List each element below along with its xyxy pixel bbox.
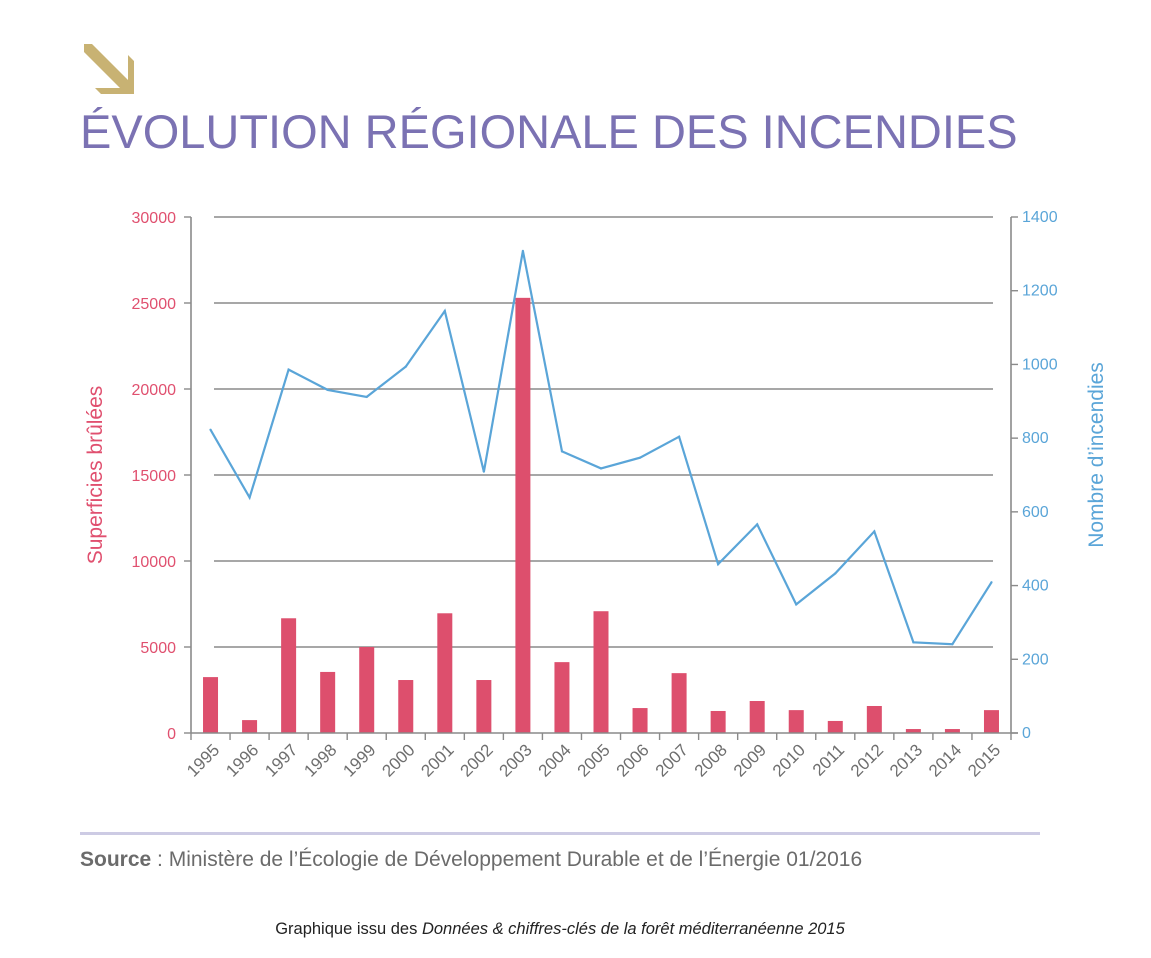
line-point-2014 bbox=[951, 643, 954, 646]
bar-2004 bbox=[554, 662, 570, 733]
left-axis-tick-label: 20000 bbox=[132, 382, 177, 399]
bar-2005 bbox=[593, 611, 609, 733]
right-axis-tick-label: 800 bbox=[1022, 430, 1049, 447]
bar-2015 bbox=[983, 710, 999, 733]
right-axis-tick-label: 400 bbox=[1022, 578, 1049, 595]
x-axis-tick-label: 1999 bbox=[339, 740, 379, 780]
caption-publication: Données & chiffres-clés de la forêt médi… bbox=[421, 920, 845, 938]
line-point-2007 bbox=[677, 435, 681, 438]
line-point-2008 bbox=[717, 563, 720, 566]
right-axis-tick-label: 1200 bbox=[1022, 283, 1058, 300]
line-point-2004 bbox=[560, 450, 564, 453]
source-text: : Ministère de l’Écologie de Développeme… bbox=[151, 848, 863, 871]
x-axis-tick-label: 2011 bbox=[809, 740, 848, 779]
bar-1996 bbox=[242, 720, 258, 733]
line-point-2015 bbox=[990, 581, 993, 584]
caption-prefix: Graphique issu des bbox=[275, 920, 422, 938]
line-nombre-incendies bbox=[209, 250, 993, 646]
bar-2007 bbox=[671, 673, 687, 733]
left-axis-tick-label: 5000 bbox=[140, 640, 176, 657]
bar-2010 bbox=[788, 710, 804, 733]
line-point-2010 bbox=[795, 603, 798, 606]
right-axis-tick-label: 1400 bbox=[1022, 209, 1058, 226]
bar-2014 bbox=[944, 729, 960, 733]
line-point-1999 bbox=[365, 395, 368, 398]
x-axis-tick-label: 1996 bbox=[222, 740, 262, 780]
line-point-2001 bbox=[443, 309, 446, 313]
left-axis-tick-label: 15000 bbox=[132, 468, 177, 485]
bar-2013 bbox=[905, 729, 921, 733]
bar-2009 bbox=[749, 701, 765, 733]
bar-2006 bbox=[632, 708, 648, 733]
bar-2008 bbox=[710, 710, 726, 733]
right-axis-tick-label: 0 bbox=[1022, 725, 1031, 742]
x-axis-tick-label: 2012 bbox=[847, 740, 887, 780]
line-point-2003 bbox=[521, 249, 525, 253]
line-point-2012 bbox=[873, 530, 876, 533]
right-axis-tick-label: 600 bbox=[1022, 504, 1049, 521]
right-axis-tick-label: 1000 bbox=[1022, 356, 1058, 373]
arrow-down-right-icon bbox=[84, 44, 134, 94]
bar-1997 bbox=[281, 618, 297, 733]
bar-2011 bbox=[827, 720, 843, 733]
x-axis-tick-label: 2010 bbox=[769, 740, 809, 780]
line-point-1997 bbox=[287, 368, 290, 371]
source-note: Source : Ministère de l’Écologie de Déve… bbox=[80, 848, 862, 872]
bar-1995 bbox=[203, 677, 219, 733]
line-point-2000 bbox=[404, 365, 407, 368]
x-axis-tick-label: 2003 bbox=[496, 740, 536, 780]
x-axis-tick-label: 2007 bbox=[652, 740, 692, 780]
left-axis-title: Superficies brûlées bbox=[84, 386, 107, 565]
line-point-2002 bbox=[482, 470, 485, 473]
right-axis-tick-label: 200 bbox=[1022, 651, 1049, 668]
x-axis-tick-label: 2009 bbox=[730, 740, 770, 780]
x-axis-tick-label: 2002 bbox=[457, 740, 497, 780]
line-point-2005 bbox=[599, 467, 603, 470]
bar-series bbox=[203, 297, 999, 733]
x-axis-tick-label: 1998 bbox=[300, 740, 340, 780]
x-axis-tick-label: 2014 bbox=[925, 740, 965, 780]
axes bbox=[184, 216, 1018, 740]
left-axis-tick-labels: 0 5000 10000 15000 20000 25000 30000 bbox=[132, 210, 177, 743]
x-axis-tick-label: 2006 bbox=[613, 740, 653, 780]
caption: Graphique issu des Données & chiffres-cl… bbox=[0, 920, 1120, 939]
bar-1998 bbox=[320, 671, 336, 733]
bar-2002 bbox=[476, 680, 492, 733]
bar-2003 bbox=[515, 297, 531, 733]
line-point-2006 bbox=[638, 456, 642, 459]
bar-2012 bbox=[866, 705, 882, 733]
right-axis-title: Nombre d’incendies bbox=[1085, 362, 1108, 548]
right-axis-tick-labels: 0 200 400 600 800 1000 1200 1400 bbox=[1022, 209, 1058, 742]
line-point-2013 bbox=[912, 641, 915, 644]
bar-2000 bbox=[398, 680, 414, 733]
x-axis-tick-labels: 1995199619971998199920002001200220032004… bbox=[183, 740, 1004, 780]
line-series bbox=[209, 249, 993, 646]
x-axis-tick-label: 2000 bbox=[378, 740, 418, 780]
x-axis-tick-label: 1995 bbox=[183, 740, 223, 780]
x-axis-tick-label: 2005 bbox=[574, 740, 614, 780]
source-label: Source bbox=[80, 848, 152, 871]
line-point-2009 bbox=[756, 523, 759, 526]
line-point-1995 bbox=[209, 428, 212, 431]
line-point-1998 bbox=[326, 388, 329, 391]
x-axis-tick-label: 2015 bbox=[964, 740, 1004, 780]
page-title: ÉVOLUTION RÉGIONALE DES INCENDIES bbox=[80, 105, 1018, 158]
x-axis-tick-label: 2008 bbox=[691, 740, 731, 780]
bar-1999 bbox=[359, 647, 375, 733]
left-axis-tick-label: 30000 bbox=[132, 210, 177, 227]
footer-divider bbox=[80, 832, 1040, 835]
x-axis-tick-label: 1997 bbox=[261, 740, 301, 780]
x-axis-tick-label: 2001 bbox=[417, 740, 457, 780]
bar-2001 bbox=[437, 613, 453, 733]
left-axis-tick-label: 10000 bbox=[132, 554, 177, 571]
x-axis-tick-label: 2004 bbox=[535, 740, 575, 780]
gridlines bbox=[214, 216, 993, 648]
line-point-1996 bbox=[248, 496, 251, 499]
x-axis-tick-label: 2013 bbox=[886, 740, 926, 780]
left-axis-tick-label: 25000 bbox=[132, 296, 177, 313]
left-axis-tick-label: 0 bbox=[167, 726, 176, 743]
line-point-2011 bbox=[834, 572, 837, 575]
combo-chart: 0 5000 10000 15000 20000 25000 30000 0 200 400 60… bbox=[84, 209, 1108, 781]
